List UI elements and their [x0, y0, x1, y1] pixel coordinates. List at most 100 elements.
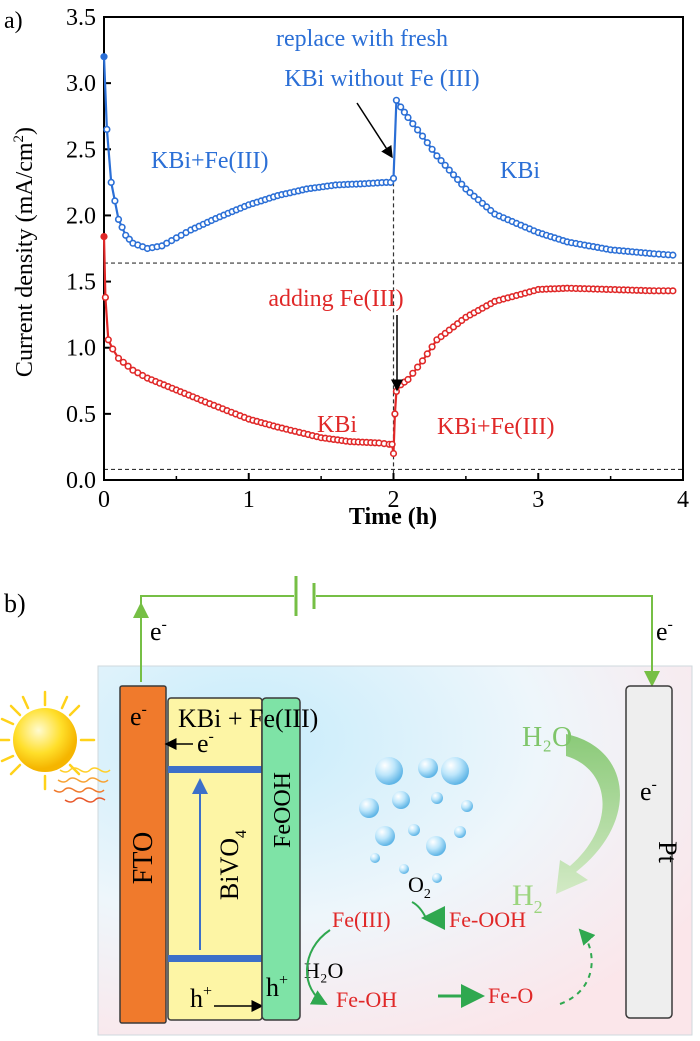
blue-series-point [404, 113, 412, 122]
red-series-point [423, 350, 431, 358]
valence-band [168, 955, 262, 962]
fe-o-label: Fe-O [488, 983, 533, 1008]
x-tick-label: 4 [677, 487, 689, 513]
annotation-adding: adding Fe(III) [268, 286, 403, 312]
blue-series-point [111, 197, 119, 205]
red-series-point [409, 369, 417, 377]
x-tick-label: 1 [243, 487, 255, 513]
blue-series-point [400, 108, 409, 116]
cycle-water-label: H₂O [304, 958, 343, 983]
reduction-arrow [556, 734, 620, 894]
red-series-point [418, 357, 427, 365]
blue-series-point [449, 171, 458, 179]
y-tick-label: 0.5 [66, 402, 96, 428]
blue-series-point [414, 126, 422, 134]
blue-series-point [409, 120, 417, 128]
fto-label: FTO [128, 832, 159, 884]
fto-layer [119, 685, 167, 1024]
blue-series-point [389, 174, 398, 182]
red-series-point [404, 375, 412, 384]
red-series-point [104, 336, 112, 344]
pt-electron: e- [640, 776, 657, 806]
fe-oh-label: Fe-OH [336, 987, 397, 1012]
axes: 0 1 2 3 4 0.0 0.5 1.0 1.5 2.0 2.5 3.0 3.5 [66, 5, 689, 513]
feooh-layer [261, 697, 301, 1021]
external-circuit [133, 576, 660, 687]
annotation-red-left: KBi [317, 412, 357, 438]
bivo4-hole: h+ [190, 983, 212, 1013]
red-series-point [669, 287, 677, 295]
red-series-point [101, 293, 109, 302]
blue-series-point [428, 145, 436, 153]
x-tick-label: 0 [98, 487, 110, 513]
red-series-point [391, 410, 399, 418]
blue-series-point [392, 96, 401, 104]
wire-left [140, 595, 294, 682]
sun-icon [0, 690, 111, 803]
arrow-fe3-to-feoh [306, 929, 331, 1005]
bivo4-electron: e- [197, 728, 214, 758]
blue-series-point [107, 178, 115, 186]
replace-arrow [356, 102, 393, 159]
blue-series-point [441, 161, 449, 169]
blue-series-point [669, 251, 677, 259]
red-series-point [414, 363, 422, 371]
y-tick-label: 1.0 [66, 336, 96, 362]
y-tick-label: 0.0 [66, 468, 96, 494]
y-tick-label: 1.5 [66, 270, 96, 296]
annotation-red-right: KBi+Fe(III) [437, 414, 555, 440]
blue-series-point [458, 180, 466, 188]
red-series-point [119, 358, 127, 366]
blue-series-point [445, 166, 453, 174]
blue-series-start-point [100, 53, 108, 60]
panel-a-label: a) [4, 8, 23, 34]
x-tick-label: 3 [532, 487, 544, 513]
red-series-point [388, 440, 396, 448]
pt-electrode [625, 685, 673, 1019]
feooh-hole: h+ [266, 972, 288, 1002]
arrow-feo-to-feooh [559, 928, 596, 1005]
red-series-point [428, 343, 436, 351]
red-series-point [124, 362, 132, 370]
blue-series-point [397, 103, 405, 111]
x-tick-label: 2 [388, 487, 400, 513]
y-tick-label: 2.0 [66, 203, 96, 229]
blue-series-point [418, 132, 427, 140]
electron-left: e- [150, 616, 167, 646]
fto-electron: e- [130, 701, 147, 731]
annotation-blue-left: KBi+Fe(III) [151, 148, 269, 174]
annotation-replace-1: replace with fresh [276, 26, 448, 52]
annotation-replace-2: KBi without Fe (III) [284, 66, 479, 92]
water-label: H₂O [522, 722, 572, 753]
y-tick-label: 3.0 [66, 71, 96, 97]
conduction-band [168, 766, 262, 773]
blue-series-point [118, 223, 126, 231]
blue-series-point [433, 152, 441, 160]
arrow-o2-release [411, 901, 427, 919]
hydrogen-label: H2 [512, 879, 543, 917]
oxygen-label: O2 [408, 872, 431, 902]
red-series-line [102, 236, 673, 454]
blue-series-point [454, 175, 462, 184]
electron-right: e- [656, 616, 673, 646]
electrolyte-label: KBi + Fe(III) [178, 704, 318, 733]
bivo4-label: BiVO4 [215, 830, 250, 900]
blue-series-point [437, 157, 445, 165]
pt-label: Pt [653, 841, 682, 863]
red-series-point [109, 345, 117, 353]
panel-a: a) 0 1 2 3 4 0.0 0.5 1.0 1.5 2.0 2.5 3.0 3.5 Time (h… [4, 5, 689, 530]
red-series-point [389, 449, 398, 458]
oxygen-bubbles [359, 757, 473, 883]
blue-series-point [423, 139, 431, 147]
red-series-start-point [100, 233, 108, 240]
panel-b-label: b) [4, 589, 26, 618]
blue-series-point [114, 215, 123, 223]
y-axis-label: Current density (mA/cm2) [11, 127, 38, 377]
y-tick-label: 3.5 [66, 5, 96, 31]
blue-series-point [103, 125, 111, 133]
wire-right [316, 595, 660, 687]
fe3-label: Fe(III) [332, 907, 391, 932]
red-series-point [114, 354, 123, 362]
feooh-label: FeOOH [270, 772, 296, 848]
